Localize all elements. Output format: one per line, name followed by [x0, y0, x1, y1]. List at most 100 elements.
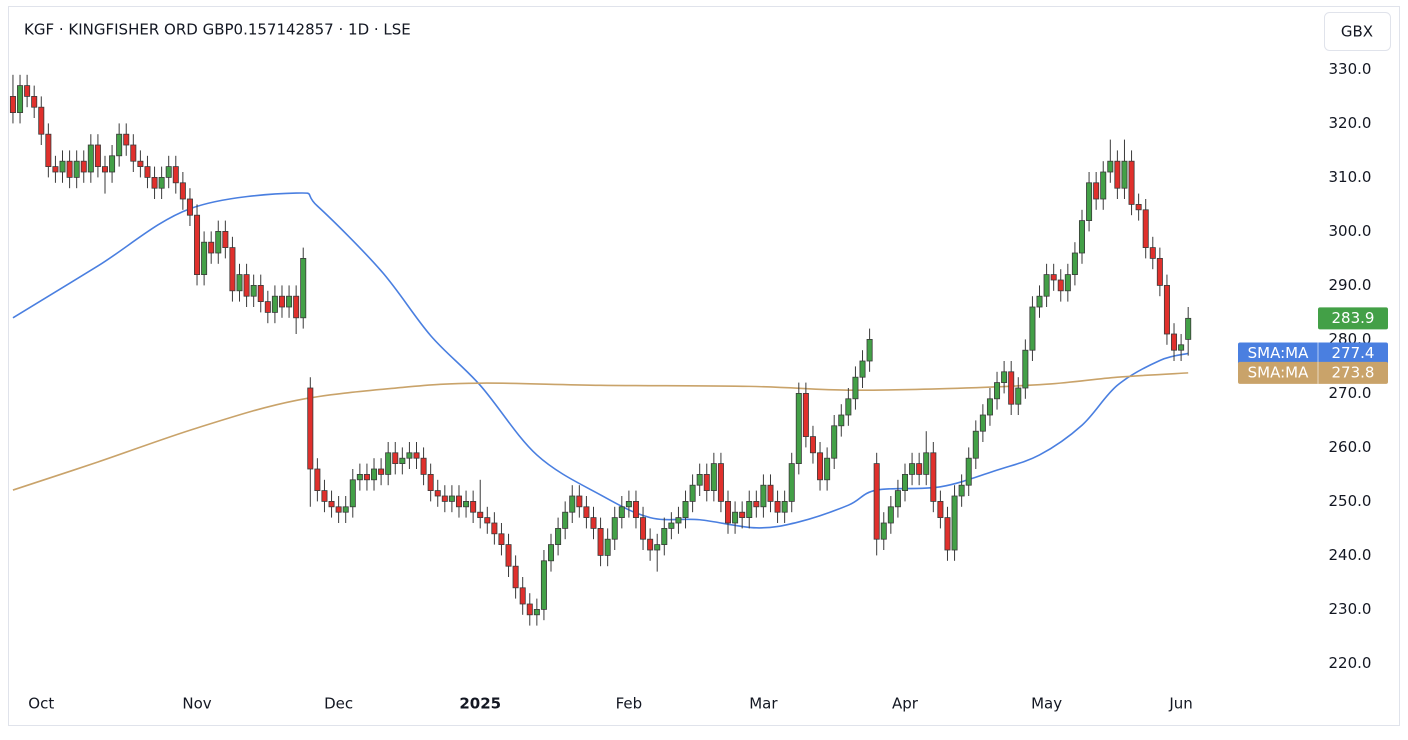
- candle-body: [1043, 274, 1050, 297]
- candle-body: [420, 457, 427, 475]
- candle-body: [753, 500, 760, 508]
- candle-body: [165, 166, 172, 178]
- chart-title: KGF · KINGFISHER ORD GBP0.157142857 · 1D…: [24, 21, 411, 39]
- candle-body: [1185, 317, 1192, 340]
- candle-body: [498, 533, 505, 545]
- candle-body: [24, 85, 31, 97]
- x-tick-label: Mar: [749, 695, 778, 713]
- candle-body: [109, 155, 116, 173]
- y-tick-label: 220.0: [1329, 654, 1372, 672]
- candle-body: [817, 452, 824, 481]
- candle-body: [144, 166, 151, 178]
- candle-body: [887, 506, 894, 524]
- candle-body: [1163, 284, 1170, 335]
- candle-body: [831, 425, 838, 459]
- ma-label-box: [1238, 342, 1388, 365]
- candle-body: [116, 133, 123, 157]
- candle-body: [342, 506, 349, 513]
- candle-body: [682, 500, 689, 518]
- candle-body: [130, 144, 137, 162]
- candle-body: [300, 257, 307, 319]
- y-tick-label: 240.0: [1329, 546, 1372, 564]
- candle-body: [264, 301, 271, 313]
- candle-body: [604, 538, 611, 556]
- candle-body: [229, 247, 236, 292]
- candle-body: [696, 473, 703, 486]
- candle-body: [795, 392, 802, 464]
- currency-label[interactable]: GBX: [1341, 23, 1373, 41]
- candle-body: [654, 544, 661, 551]
- candle-body: [356, 473, 363, 481]
- candle-body: [236, 274, 243, 292]
- candle-body: [1064, 274, 1071, 292]
- candle-body: [349, 479, 356, 508]
- x-tick-label: Oct: [28, 695, 54, 713]
- candle-body: [371, 468, 378, 481]
- candle-body: [1142, 209, 1149, 249]
- candle-body: [1086, 182, 1093, 222]
- candle-body: [916, 463, 923, 475]
- x-tick-label: Apr: [892, 695, 919, 713]
- candle-body: [385, 452, 392, 475]
- candle-body: [618, 506, 625, 518]
- candle-body: [901, 473, 908, 491]
- candle-body: [611, 517, 618, 540]
- candle-body: [944, 517, 951, 551]
- candle-body: [1128, 160, 1135, 205]
- plot-area: [9, 74, 1192, 626]
- y-tick-label: 270.0: [1329, 384, 1372, 402]
- candle-body: [463, 500, 470, 508]
- candle-body: [38, 106, 45, 135]
- candle-body: [179, 182, 186, 200]
- candle-body: [1135, 203, 1142, 211]
- candle-body: [739, 511, 746, 519]
- candle-body: [873, 463, 880, 540]
- candle-body: [208, 241, 215, 254]
- candle-body: [158, 176, 165, 189]
- candle-body: [1093, 182, 1100, 200]
- candle-body: [760, 484, 767, 508]
- y-tick-label: 290.0: [1329, 276, 1372, 294]
- candle-body: [909, 463, 916, 475]
- candle-body: [278, 295, 285, 308]
- candle-body: [533, 609, 540, 616]
- candle-body: [548, 544, 555, 562]
- candle-body: [194, 214, 201, 275]
- candle-body: [838, 414, 845, 427]
- ma-label-box: [1238, 361, 1388, 384]
- candle-body: [710, 463, 717, 492]
- candle-body: [894, 490, 901, 508]
- x-tick-label: 2025: [459, 695, 501, 713]
- candle-body: [427, 473, 434, 491]
- candle-body: [363, 473, 370, 481]
- candle-body: [781, 500, 788, 513]
- candle-body: [45, 133, 52, 167]
- candle-body: [1071, 252, 1078, 276]
- candle-body: [335, 506, 342, 513]
- y-tick-label: 320.0: [1329, 114, 1372, 132]
- candle-body: [1156, 257, 1163, 286]
- candle-body: [186, 198, 193, 216]
- candle-body: [986, 398, 993, 416]
- candle-body: [937, 500, 944, 518]
- candle-body: [328, 500, 335, 508]
- candle-body: [526, 603, 533, 616]
- x-tick-label: Nov: [182, 695, 211, 713]
- candle-body: [555, 528, 562, 546]
- candle-body: [859, 360, 866, 378]
- candle-body: [1100, 171, 1107, 200]
- currency-button[interactable]: [1324, 12, 1391, 51]
- candle-body: [540, 560, 547, 610]
- candle-body: [201, 241, 208, 275]
- y-tick-label: 300.0: [1329, 222, 1372, 240]
- candle-body: [172, 166, 179, 184]
- candle-body: [703, 473, 710, 491]
- candle-body: [512, 565, 519, 589]
- candle-body: [399, 457, 406, 465]
- candle-body: [951, 495, 958, 551]
- candle-body: [1029, 306, 1036, 351]
- ma-value: 273.8: [1332, 363, 1375, 381]
- candle-body: [448, 495, 455, 502]
- candle-body: [250, 284, 257, 297]
- candle-body: [293, 295, 300, 319]
